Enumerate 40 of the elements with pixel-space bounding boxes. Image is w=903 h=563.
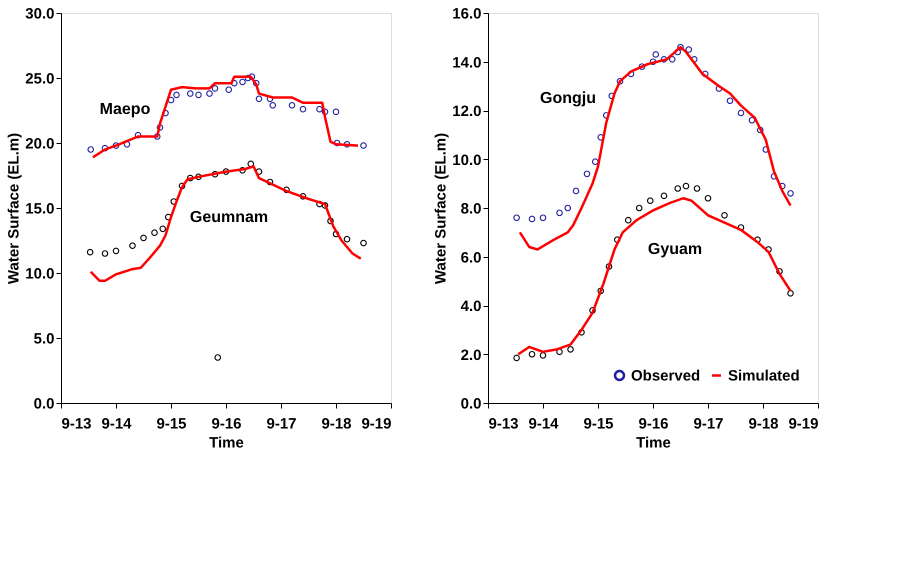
x-tick-label: 9-18 (748, 416, 779, 432)
annotation: Maepo (100, 101, 151, 118)
legend-label: Observed (631, 368, 700, 384)
x-tick-label: 9-18 (321, 416, 352, 432)
y-tick-label: 15.0 (25, 200, 54, 218)
y-tick-label: 0.0 (460, 396, 482, 412)
y-tick-label: 16.0 (452, 6, 482, 22)
y-tick-label: 10.0 (452, 152, 482, 169)
annotation: Geumnam (190, 209, 268, 226)
x-tick-label: 9-19 (361, 416, 392, 432)
x-tick-label: 9-15 (156, 416, 187, 432)
x-axis-title: Time (636, 434, 671, 452)
y-tick-label: 30.0 (25, 6, 54, 22)
y-tick-label: 2.0 (460, 346, 482, 364)
x-tick-label: 9-13 (488, 416, 519, 432)
legend-label: Simulated (728, 368, 800, 384)
x-tick-label: 9-15 (583, 416, 614, 432)
y-tick-label: 20.0 (25, 136, 54, 152)
x-tick-label: 9-13 (62, 416, 92, 432)
y-tick-label: 12.0 (452, 103, 482, 120)
y-tick-label: 6.0 (460, 249, 482, 266)
x-tick-label: 9-17 (266, 416, 297, 432)
y-tick-label: 0.0 (34, 396, 54, 412)
x-tick-label: 9-16 (211, 416, 242, 432)
y-tick-label: 14.0 (452, 54, 482, 72)
y-tick-label: 8.0 (460, 200, 482, 218)
x-tick-label: 9-14 (101, 416, 132, 432)
x-tick-label: 9-16 (638, 416, 669, 432)
y-axis-title: Water Surface (EL.m) (432, 132, 450, 284)
x-tick-label: 9-14 (528, 416, 560, 432)
annotation: Gyuam (648, 241, 702, 258)
annotation: Gongju (540, 90, 596, 107)
y-tick-label: 4.0 (460, 298, 482, 315)
x-tick-label: 9-19 (788, 416, 818, 432)
y-axis-title: Water Surface (EL.m) (5, 132, 22, 284)
x-axis-title: Time (209, 434, 244, 452)
y-tick-label: 25.0 (25, 70, 54, 88)
x-tick-label: 9-17 (693, 416, 724, 432)
y-tick-label: 5.0 (34, 330, 54, 348)
y-tick-label: 10.0 (25, 266, 54, 282)
